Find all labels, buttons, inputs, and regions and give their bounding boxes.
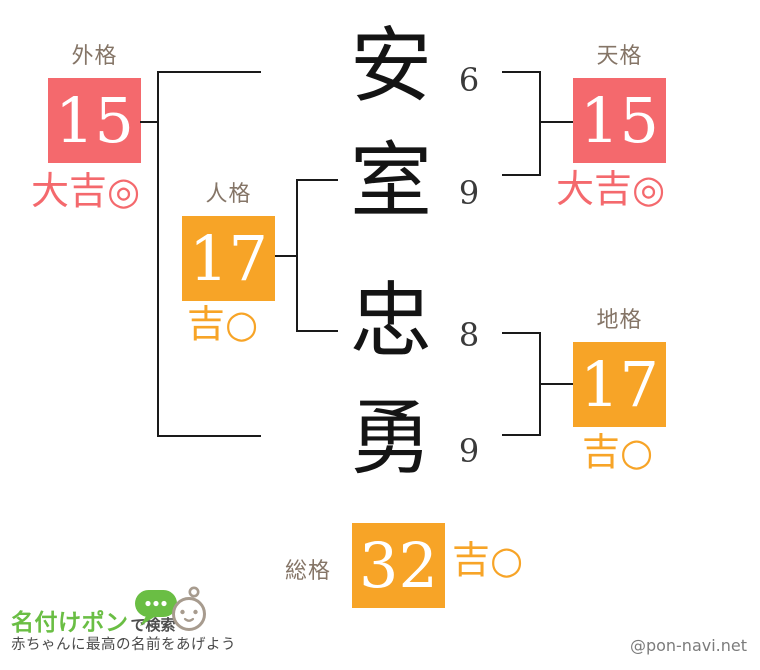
chikaku-status: 吉○ xyxy=(582,430,654,474)
gaikaku-bracket-top xyxy=(157,71,261,73)
gaikaku-bracket-bottom xyxy=(157,435,261,437)
jinkaku-status: 吉○ xyxy=(187,302,259,346)
chikaku-label: 地格 xyxy=(596,308,643,333)
logo-brand-text: 名付けポン xyxy=(11,610,129,636)
gaikaku-bracket-vertical xyxy=(157,71,159,437)
jinkaku-bracket-vertical xyxy=(296,179,298,332)
soukaku-value: 32 xyxy=(359,528,438,602)
soukaku-label: 総格 xyxy=(285,559,332,584)
logo-tagline: 赤ちゃんに最高の名前をあげよう xyxy=(11,637,236,653)
stroke-count-2: 9 xyxy=(458,174,480,212)
name-character-2: 室 xyxy=(349,134,432,229)
jinkaku-label: 人格 xyxy=(205,182,252,207)
jinkaku-bracket-bottom xyxy=(296,330,338,332)
tenkaku-bracket-vertical xyxy=(539,71,541,176)
gaikaku-label: 外格 xyxy=(71,44,118,69)
soukaku-status: 吉○ xyxy=(452,538,524,582)
gaikaku-value: 15 xyxy=(55,83,134,157)
name-character-1: 安 xyxy=(349,19,432,114)
tenkaku-value: 15 xyxy=(580,83,659,157)
speech-bubble-icon xyxy=(135,590,177,626)
site-credit: @pon-navi.net xyxy=(629,636,747,655)
baby-face-icon xyxy=(172,586,206,631)
tenkaku-label: 天格 xyxy=(596,44,643,69)
jinkaku-value-box: 17 xyxy=(182,216,275,301)
site-logo: 名付けポン で検索 xyxy=(11,603,176,637)
tenkaku-box-connector xyxy=(539,121,573,123)
chikaku-value-box: 17 xyxy=(573,342,666,427)
gaikaku-status: 大吉◎ xyxy=(31,169,141,213)
gaikaku-value-box: 15 xyxy=(48,78,141,163)
stroke-count-4: 9 xyxy=(458,432,480,470)
tenkaku-value-box: 15 xyxy=(573,78,666,163)
name-character-3: 忠 xyxy=(349,274,432,369)
jinkaku-bracket-top xyxy=(296,179,338,181)
chikaku-bracket-bottom xyxy=(502,434,541,436)
tenkaku-status: 大吉◎ xyxy=(556,167,666,211)
tenkaku-bracket-top xyxy=(502,71,541,73)
soukaku-value-box: 32 xyxy=(352,523,445,608)
chikaku-value: 17 xyxy=(580,347,659,421)
jinkaku-box-connector xyxy=(275,255,297,257)
name-character-4: 勇 xyxy=(349,391,432,486)
logo-suffix-text: で検索 xyxy=(130,616,176,634)
jinkaku-value: 17 xyxy=(189,221,268,295)
stroke-count-1: 6 xyxy=(458,61,480,99)
gaikaku-box-connector xyxy=(140,121,158,123)
chikaku-box-connector xyxy=(539,383,573,385)
chikaku-bracket-top xyxy=(502,332,541,334)
stroke-count-3: 8 xyxy=(458,316,480,354)
tenkaku-bracket-bottom xyxy=(502,174,541,176)
